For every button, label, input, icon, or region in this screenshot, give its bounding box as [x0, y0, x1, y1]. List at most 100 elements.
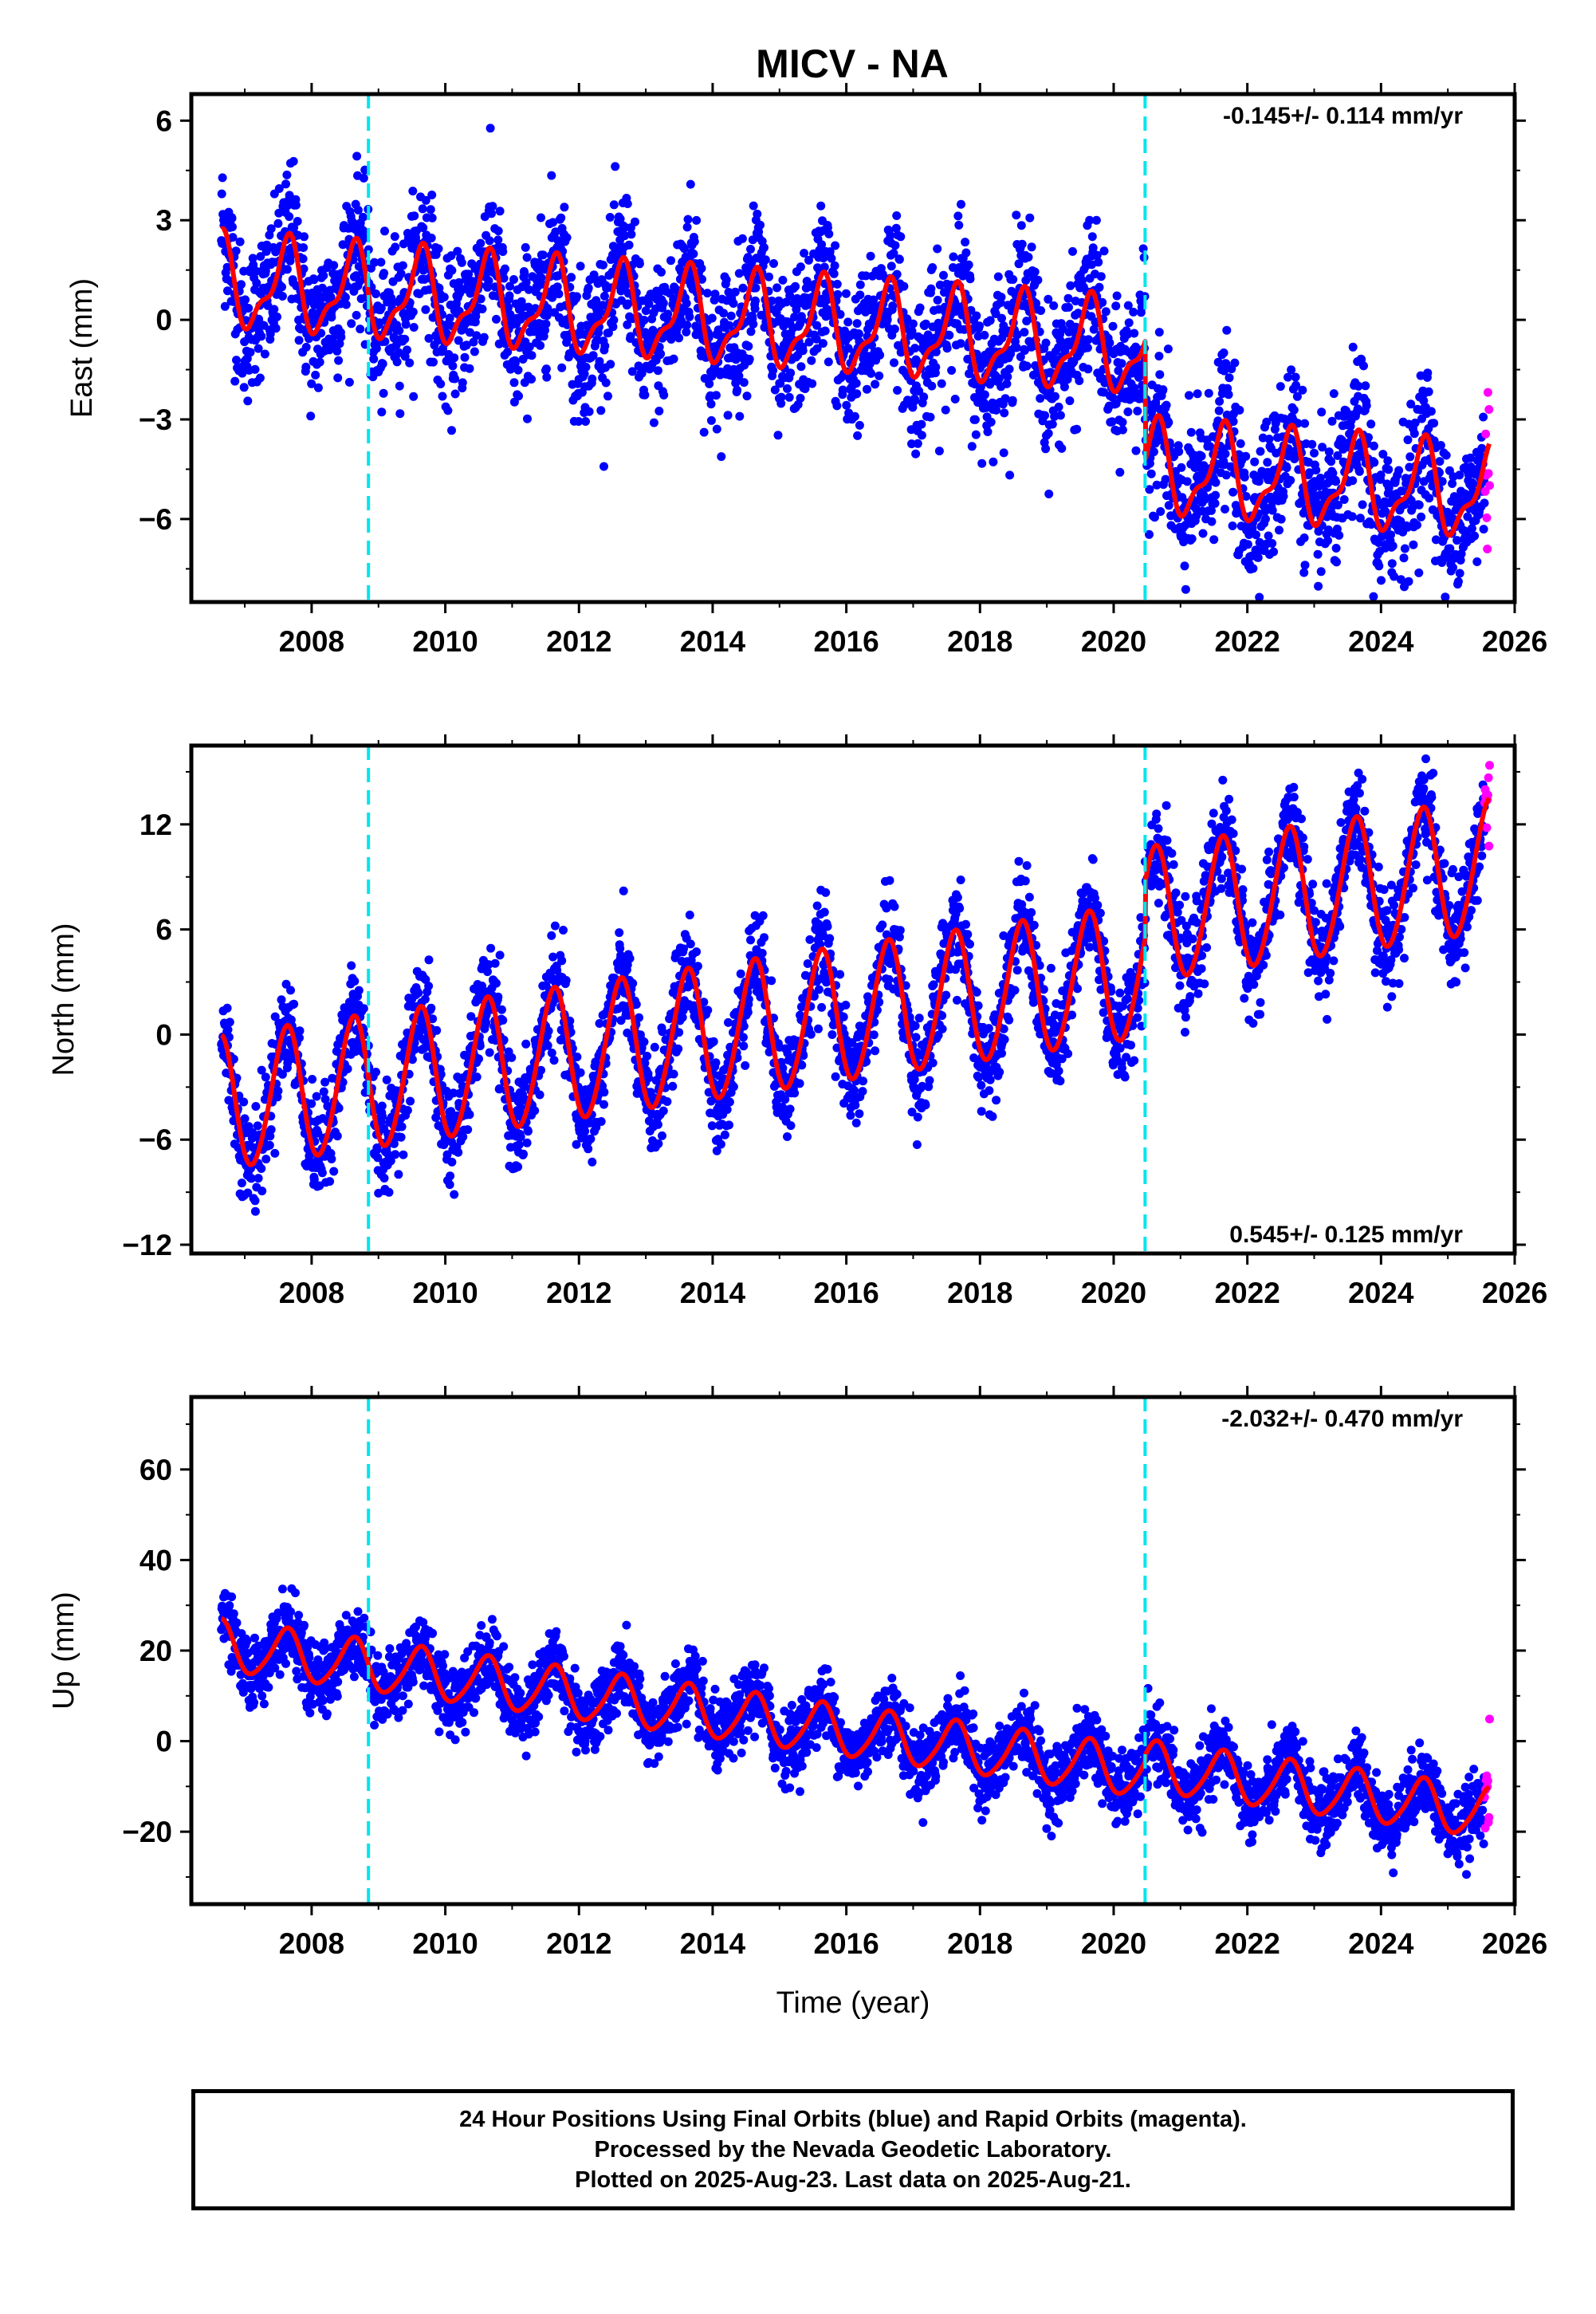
data-point	[1299, 533, 1309, 542]
data-point	[301, 362, 311, 372]
data-point	[790, 313, 800, 321]
data-point	[1339, 495, 1349, 504]
data-point	[643, 1052, 652, 1061]
data-point	[296, 325, 305, 334]
data-point	[1399, 553, 1409, 563]
data-point	[961, 238, 970, 247]
data-point	[273, 312, 281, 321]
data-point	[222, 1003, 232, 1013]
data-point	[584, 283, 593, 293]
data-point	[967, 442, 977, 451]
data-point	[516, 1132, 525, 1142]
data-point	[716, 1139, 725, 1149]
data-point	[265, 1140, 274, 1150]
data-point	[730, 287, 740, 297]
data-point	[521, 277, 531, 287]
data-point	[699, 427, 709, 437]
data-point	[1092, 250, 1102, 260]
data-point	[994, 374, 1004, 384]
data-point	[725, 1097, 734, 1107]
data-point	[1036, 306, 1046, 315]
data-point	[487, 209, 496, 218]
data-point	[1286, 475, 1295, 485]
data-point	[596, 406, 606, 415]
data-point	[1370, 458, 1379, 467]
data-point	[1161, 474, 1170, 484]
data-point	[353, 206, 363, 214]
data-point	[997, 333, 1007, 343]
data-point	[635, 1013, 643, 1022]
data-point	[1384, 465, 1394, 474]
plot-area	[217, 746, 1494, 1253]
data-point	[1016, 352, 1025, 361]
data-point	[791, 281, 800, 291]
data-point	[1036, 394, 1045, 403]
data-point	[523, 414, 532, 423]
data-point	[697, 264, 706, 274]
data-point	[945, 330, 954, 340]
data-point	[599, 1088, 609, 1097]
data-point	[1441, 451, 1451, 460]
data-point	[562, 338, 572, 347]
data-point	[606, 360, 615, 369]
data-point	[595, 356, 604, 366]
data-point-rapid	[1484, 405, 1494, 414]
data-point	[1324, 447, 1334, 457]
data-point	[300, 232, 309, 242]
data-point	[257, 1187, 267, 1196]
x-tick-label: 2008	[279, 625, 344, 658]
data-point	[1300, 561, 1310, 570]
data-point	[541, 319, 551, 329]
data-point	[1000, 394, 1010, 403]
data-point	[746, 327, 756, 336]
data-point	[977, 458, 987, 468]
data-point	[1051, 392, 1059, 401]
data-point	[626, 332, 635, 341]
data-point	[1470, 531, 1480, 541]
data-point	[289, 156, 298, 166]
data-point	[1044, 294, 1053, 304]
data-point	[450, 374, 460, 384]
data-point	[761, 255, 770, 265]
data-point	[542, 311, 552, 321]
data-point	[544, 1026, 553, 1036]
data-point	[1008, 396, 1017, 405]
data-point	[807, 356, 816, 365]
data-point	[458, 378, 467, 388]
data-point	[1264, 531, 1273, 541]
data-point	[722, 1105, 732, 1114]
data-point	[926, 412, 935, 422]
data-point	[347, 961, 356, 970]
data-point	[1004, 364, 1014, 374]
data-point	[588, 374, 597, 384]
data-point	[273, 218, 283, 228]
data-point	[734, 371, 744, 380]
data-point	[658, 298, 668, 308]
data-point	[543, 304, 552, 313]
data-point	[595, 307, 604, 317]
data-point	[911, 449, 921, 458]
data-point	[1314, 581, 1323, 591]
data-point	[935, 280, 945, 289]
data-point	[750, 304, 760, 313]
data-point	[476, 238, 485, 248]
data-point	[289, 999, 299, 1009]
data-point	[797, 315, 807, 325]
data-point	[778, 275, 788, 285]
data-point	[403, 345, 411, 355]
data-point	[997, 293, 1006, 302]
data-point	[599, 291, 609, 301]
data-point-rapid	[1485, 481, 1494, 490]
data-point	[1369, 592, 1378, 601]
data-point	[1057, 443, 1067, 453]
data-point	[682, 327, 691, 336]
data-point	[883, 315, 892, 325]
data-point	[523, 1127, 533, 1136]
data-point	[327, 313, 336, 322]
data-point	[1335, 530, 1344, 540]
data-point	[1256, 604, 1264, 613]
data-point	[653, 1120, 662, 1129]
data-point	[980, 330, 989, 340]
data-point	[1425, 494, 1434, 503]
data-point	[530, 1106, 540, 1116]
